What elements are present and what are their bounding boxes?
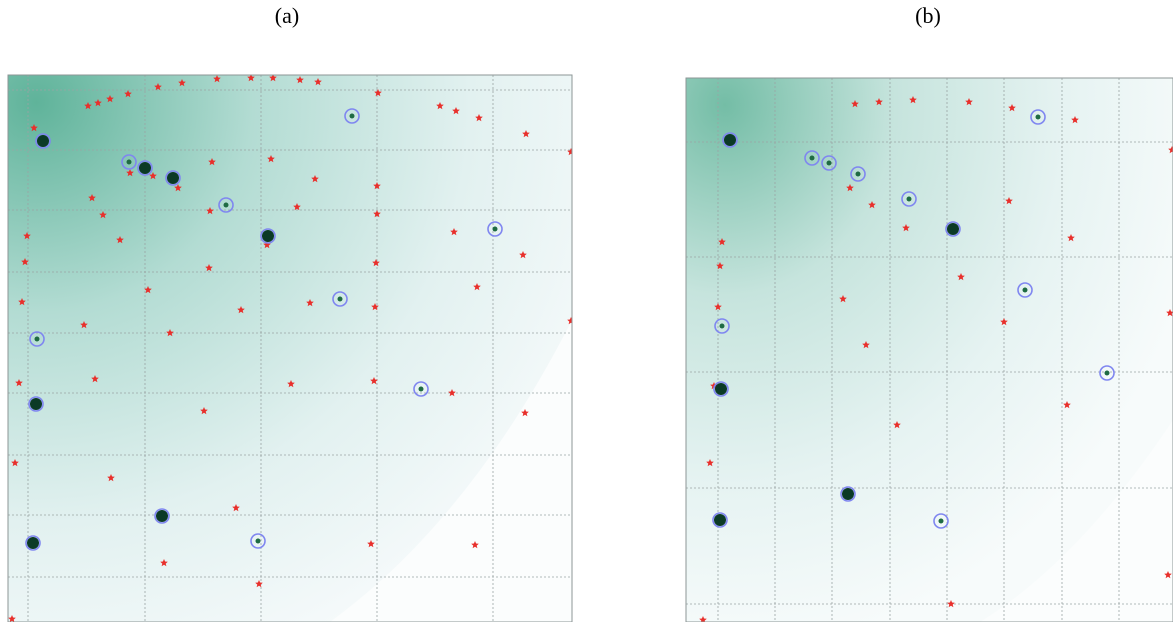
source-dot <box>715 383 727 395</box>
source-dot <box>724 134 736 146</box>
source-dot <box>1023 288 1028 293</box>
source-dot <box>1105 371 1110 376</box>
source-dot <box>262 230 274 242</box>
source-dot <box>256 539 261 544</box>
source-dot <box>419 387 424 392</box>
source-dot <box>139 162 151 174</box>
source-dot <box>827 161 832 166</box>
panel-b <box>686 78 1173 622</box>
source-dot <box>714 514 726 526</box>
source-dot <box>907 197 912 202</box>
source-dot <box>939 519 944 524</box>
source-dot <box>338 297 343 302</box>
source-dot <box>720 324 725 329</box>
source-dot <box>167 172 179 184</box>
source-dot <box>842 488 854 500</box>
source-dot <box>1036 115 1041 120</box>
source-dot <box>493 227 498 232</box>
source-dot <box>947 223 959 235</box>
panel-label: (a) <box>275 3 299 28</box>
panel-a <box>8 74 575 622</box>
figure: (a) (b) <box>0 0 1173 622</box>
source-dot <box>35 337 40 342</box>
source-dot <box>350 114 355 119</box>
source-dot <box>37 135 49 147</box>
source-dot <box>127 160 132 165</box>
source-dot <box>27 537 39 549</box>
source-dot <box>856 172 861 177</box>
source-dot <box>156 510 168 522</box>
source-dot <box>224 203 229 208</box>
panel-label: (b) <box>915 3 941 28</box>
source-dot <box>30 398 42 410</box>
source-dot <box>810 156 815 161</box>
